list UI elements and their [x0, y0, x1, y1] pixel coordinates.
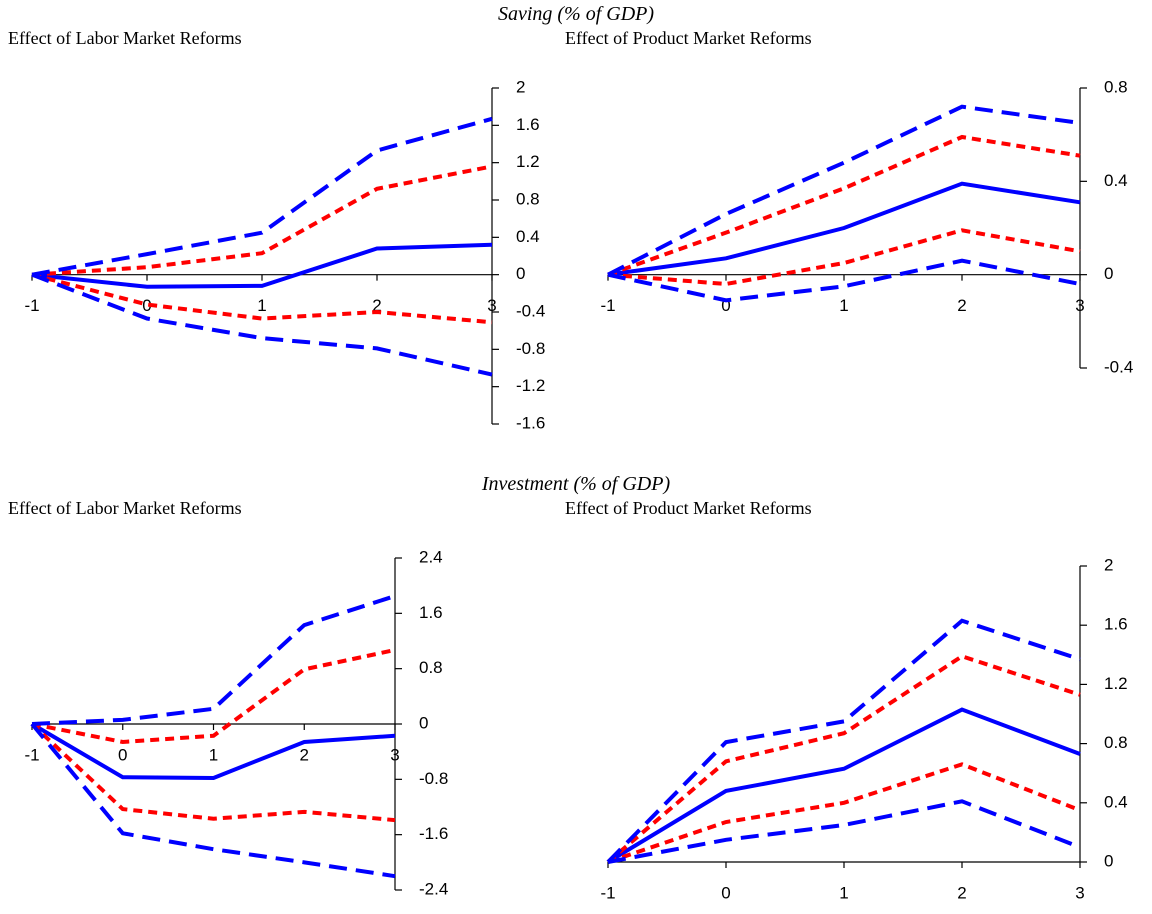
y-tick-label: 0.8	[516, 189, 540, 208]
section-title: Saving (% of GDP)	[498, 3, 654, 25]
series-line	[607, 104, 1081, 277]
section-title: Investment (% of GDP)	[481, 473, 671, 495]
y-tick-label: 1.2	[516, 152, 540, 171]
x-tick-label: 1	[839, 296, 848, 315]
x-tick-label: 1	[209, 745, 218, 764]
series-line	[31, 594, 396, 726]
y-tick-label: 1.6	[1104, 615, 1128, 634]
x-tick-label: 3	[1075, 296, 1084, 315]
x-tick-label: 1	[839, 883, 848, 902]
series-line	[606, 618, 1081, 864]
y-tick-label: 0	[516, 264, 525, 283]
series-line	[606, 654, 1081, 864]
y-tick-label: 0.8	[1104, 733, 1128, 752]
series-line	[607, 762, 1081, 864]
x-tick-label: 2	[957, 296, 966, 315]
y-tick-label: 0	[1104, 851, 1113, 870]
y-tick-label: 0.8	[1104, 77, 1128, 96]
series-line	[30, 722, 396, 879]
series-line	[31, 116, 493, 277]
x-tick-label: 1	[257, 296, 266, 315]
y-tick-label: -1.6	[419, 824, 448, 843]
series-line	[31, 272, 493, 377]
chart-title: Effect of Product Market Reforms	[565, 498, 812, 518]
x-tick-label: 2	[372, 296, 381, 315]
y-tick-label: 0.4	[1104, 171, 1128, 190]
series-line	[31, 648, 396, 744]
y-tick-label: -0.8	[419, 769, 448, 788]
x-tick-label: 0	[142, 296, 151, 315]
y-tick-label: 2.4	[419, 547, 443, 566]
y-tick-label: 1.2	[1104, 674, 1128, 693]
x-tick-label: 0	[721, 296, 730, 315]
y-tick-label: 0	[419, 713, 428, 732]
series-line	[31, 164, 493, 277]
series-line	[607, 134, 1081, 277]
y-tick-label: 0.4	[1104, 792, 1128, 811]
x-tick-label: -1	[24, 745, 39, 764]
x-tick-label: -1	[24, 296, 39, 315]
series-line	[606, 707, 1081, 864]
y-tick-label: -0.4	[516, 301, 545, 320]
x-tick-label: 0	[118, 745, 127, 764]
y-tick-label: 2	[1104, 555, 1113, 574]
x-tick-label: 0	[721, 883, 730, 902]
y-tick-label: -1.2	[516, 376, 545, 395]
chart-title: Effect of Labor Market Reforms	[8, 28, 242, 48]
x-tick-label: -1	[600, 883, 615, 902]
y-tick-label: -0.4	[1104, 357, 1133, 376]
y-tick-label: 0.8	[419, 658, 443, 677]
y-tick-label: -2.4	[419, 879, 448, 898]
x-tick-label: 2	[957, 883, 966, 902]
y-tick-label: 1.6	[419, 603, 443, 622]
series-line	[31, 272, 493, 325]
series-line	[30, 722, 396, 780]
series-line	[607, 181, 1081, 277]
x-tick-label: -1	[600, 296, 615, 315]
x-tick-label: 3	[1075, 883, 1084, 902]
y-tick-label: 1.6	[516, 115, 540, 134]
chart-title: Effect of Product Market Reforms	[565, 28, 812, 48]
series-line	[607, 799, 1081, 864]
y-tick-label: 0.4	[516, 227, 540, 246]
x-tick-label: 3	[390, 745, 399, 764]
y-tick-label: 2	[516, 77, 525, 96]
x-tick-label: 3	[487, 296, 496, 315]
y-tick-label: 0	[1104, 264, 1113, 283]
chart-title: Effect of Labor Market Reforms	[8, 498, 242, 518]
x-tick-label: 2	[300, 745, 309, 764]
y-tick-label: -1.6	[516, 413, 545, 432]
y-tick-label: -0.8	[516, 339, 545, 358]
series-line	[30, 722, 396, 823]
series-line	[607, 228, 1081, 287]
series-line	[31, 242, 493, 289]
